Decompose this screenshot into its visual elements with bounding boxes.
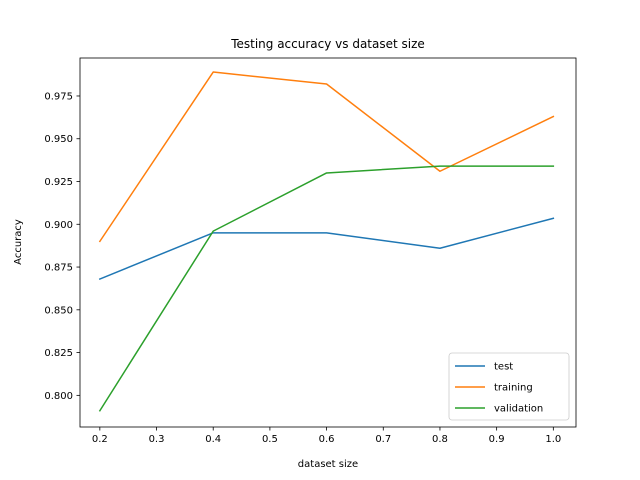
series-line-test <box>98 217 555 280</box>
y-tick-label: 0.950 <box>44 134 73 145</box>
legend: test training validation <box>448 352 570 421</box>
x-tick-label: 0.8 <box>432 434 448 445</box>
x-axis-label: dataset size <box>298 459 358 470</box>
y-tick-label: 0.825 <box>44 348 73 359</box>
series-line-validation <box>98 165 555 412</box>
series-line-training <box>98 71 555 243</box>
y-tick-label: 0.975 <box>44 91 73 102</box>
x-tick-label: 1.0 <box>545 434 561 445</box>
x-tick-label: 0.9 <box>489 434 505 445</box>
x-tick-label: 0.7 <box>375 434 391 445</box>
x-tick-label: 0.2 <box>92 434 108 445</box>
legend-label-test: test <box>494 362 513 373</box>
chart-title: Testing accuracy vs dataset size <box>230 37 425 51</box>
y-tick-label: 0.800 <box>44 391 73 402</box>
x-tick-label: 0.4 <box>205 434 221 445</box>
axes-frame <box>79 57 577 428</box>
x-axis-ticks: 0.2 0.3 0.4 0.5 0.6 0.7 0.8 0.9 1.0 <box>92 427 561 445</box>
y-tick-label: 0.900 <box>44 220 73 231</box>
y-tick-label: 0.850 <box>44 305 73 316</box>
legend-box <box>448 352 570 421</box>
x-tick-label: 0.3 <box>149 434 165 445</box>
legend-label-validation: validation <box>494 404 543 415</box>
y-tick-label: 0.925 <box>44 177 73 188</box>
y-axis-label: Accuracy <box>13 219 24 265</box>
y-tick-label: 0.875 <box>44 263 73 274</box>
x-tick-label: 0.6 <box>319 434 335 445</box>
legend-label-training: training <box>494 383 533 394</box>
series-lines <box>98 71 555 412</box>
y-axis-ticks: 0.800 0.825 0.850 0.875 0.900 0.925 0.950 0.975 <box>44 91 80 402</box>
plot-area <box>79 57 577 428</box>
x-tick-label: 0.5 <box>262 434 278 445</box>
